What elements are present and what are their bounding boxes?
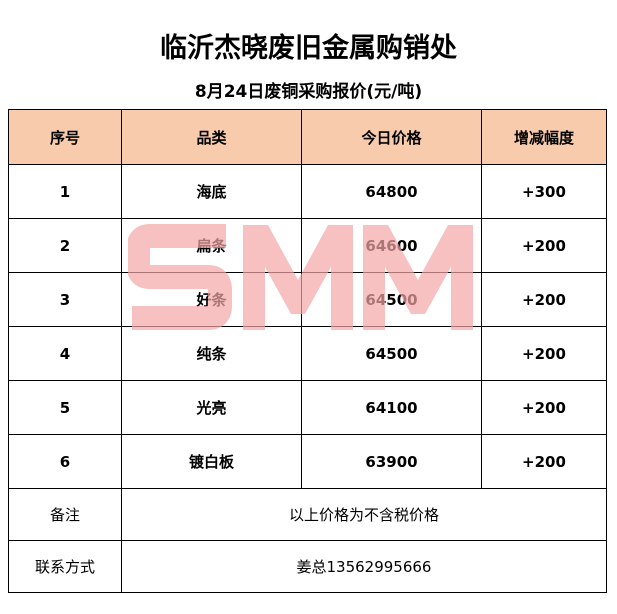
cell-change: +200 — [481, 326, 607, 381]
table-row: 4 纯条 64500 +200 — [8, 326, 607, 381]
table-row: 5 光亮 64100 +200 — [8, 380, 607, 435]
contact-value: 姜总13562995666 — [121, 540, 607, 593]
cell-price: 64600 — [301, 218, 482, 273]
cell-change: +300 — [481, 164, 607, 219]
cell-no: 2 — [8, 218, 122, 273]
header-change: 增减幅度 — [481, 109, 607, 165]
cell-no: 1 — [8, 164, 122, 219]
cell-no: 4 — [8, 326, 122, 381]
table-row: 3 好条 64500 +200 — [8, 272, 607, 327]
contact-row: 联系方式 姜总13562995666 — [8, 540, 607, 593]
cell-item: 光亮 — [121, 380, 302, 435]
cell-price: 64100 — [301, 380, 482, 435]
header-price: 今日价格 — [301, 109, 482, 165]
table-row: 6 镀白板 63900 +200 — [8, 434, 607, 489]
cell-change: +200 — [481, 434, 607, 489]
remark-row: 备注 以上价格为不含税价格 — [8, 488, 607, 541]
remark-value: 以上价格为不含税价格 — [121, 488, 607, 541]
cell-change: +200 — [481, 380, 607, 435]
page-subtitle: 8月24日废铜采购报价(元/吨) — [194, 82, 423, 102]
cell-change: +200 — [481, 272, 607, 327]
table-header: 序号 品类 今日价格 增减幅度 — [8, 109, 607, 165]
contact-label: 联系方式 — [8, 540, 122, 593]
table-row: 1 海底 64800 +300 — [8, 164, 607, 219]
cell-price: 64500 — [301, 326, 482, 381]
cell-item: 海底 — [121, 164, 302, 219]
cell-change: +200 — [481, 218, 607, 273]
cell-no: 5 — [8, 380, 122, 435]
header-item: 品类 — [121, 109, 302, 165]
cell-item: 纯条 — [121, 326, 302, 381]
cell-price: 63900 — [301, 434, 482, 489]
cell-price: 64500 — [301, 272, 482, 327]
page-title: 临沂杰晓废旧金属购销处 — [160, 33, 457, 64]
cell-item: 好条 — [121, 272, 302, 327]
cell-no: 3 — [8, 272, 122, 327]
cell-item: 扁条 — [121, 218, 302, 273]
cell-price: 64800 — [301, 164, 482, 219]
cell-item: 镀白板 — [121, 434, 302, 489]
header-no: 序号 — [8, 109, 122, 165]
price-table: 序号 品类 今日价格 增减幅度 1 海底 64800 +300 2 扁条 64600 +20… — [8, 109, 607, 593]
table-row: 2 扁条 64600 +200 — [8, 218, 607, 273]
remark-label: 备注 — [8, 488, 122, 541]
cell-no: 6 — [8, 434, 122, 489]
